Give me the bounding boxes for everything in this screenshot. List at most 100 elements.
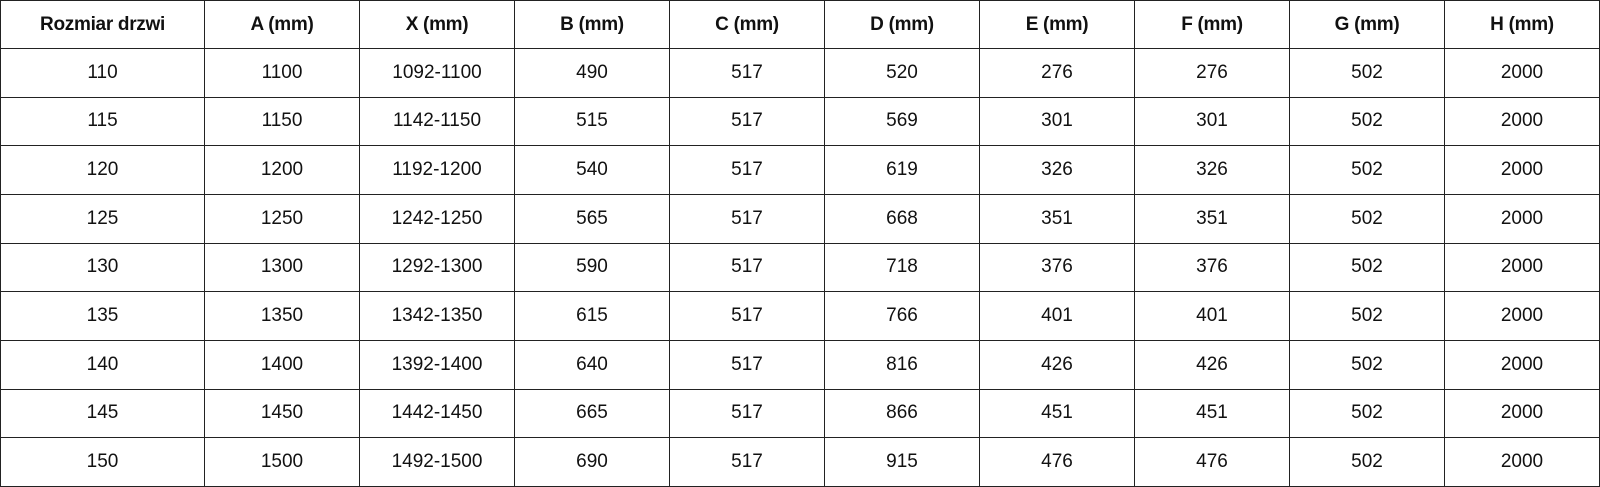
table-cell: 401 [979, 291, 1135, 341]
table-cell: 640 [514, 339, 670, 390]
table-cell: 2000 [1444, 437, 1600, 487]
table-cell: 476 [1134, 437, 1290, 487]
table-cell: 1500 [204, 437, 360, 487]
table-cell: 816 [824, 339, 980, 390]
table-cell: 1142-1150 [359, 96, 515, 147]
table-cell: 1150 [204, 96, 360, 147]
table-cell: 517 [669, 291, 825, 341]
table-cell: 1450 [204, 388, 360, 439]
table-cell: 2000 [1444, 193, 1600, 244]
column-header: G (mm) [1289, 0, 1445, 49]
table-cell: 565 [514, 193, 670, 244]
column-header: X (mm) [359, 0, 515, 49]
table-cell: 766 [824, 291, 980, 341]
table-cell: 866 [824, 388, 980, 439]
table-cell: 376 [1134, 242, 1290, 293]
table-row: 110 1100 1092-1100 490 517 520 276 276 502 2000 [0, 48, 1600, 98]
table-cell: 150 [0, 437, 205, 487]
table-row: 125 1250 1242-1250 565 517 668 351 351 502 2000 [0, 193, 1600, 244]
table-cell: 476 [979, 437, 1135, 487]
table-cell: 2000 [1444, 48, 1600, 98]
table-cell: 276 [1134, 48, 1290, 98]
table-cell: 451 [1134, 388, 1290, 439]
table-cell: 1250 [204, 193, 360, 244]
table-cell: 326 [1134, 145, 1290, 195]
table-cell: 1200 [204, 145, 360, 195]
table-cell: 1442-1450 [359, 388, 515, 439]
table-cell: 517 [669, 193, 825, 244]
column-header: Rozmiar drzwi [0, 0, 205, 49]
table-cell: 1192-1200 [359, 145, 515, 195]
table-cell: 120 [0, 145, 205, 195]
table-cell: 569 [824, 96, 980, 147]
table-cell: 1400 [204, 339, 360, 390]
table-cell: 619 [824, 145, 980, 195]
table-cell: 502 [1289, 242, 1445, 293]
column-header: H (mm) [1444, 0, 1600, 49]
table-cell: 1092-1100 [359, 48, 515, 98]
table-cell: 690 [514, 437, 670, 487]
table-cell: 351 [1134, 193, 1290, 244]
table-cell: 110 [0, 48, 205, 98]
table-cell: 1242-1250 [359, 193, 515, 244]
column-header: B (mm) [514, 0, 670, 49]
table-cell: 426 [979, 339, 1135, 390]
table-cell: 502 [1289, 339, 1445, 390]
table-cell: 668 [824, 193, 980, 244]
table-cell: 718 [824, 242, 980, 293]
header-row: Rozmiar drzwi A (mm) X (mm) B (mm) C (mm) D (… [0, 0, 1600, 49]
table-cell: 376 [979, 242, 1135, 293]
table-row: 145 1450 1442-1450 665 517 866 451 451 502 2000 [0, 388, 1600, 439]
table-cell: 515 [514, 96, 670, 147]
table-cell: 517 [669, 96, 825, 147]
table-cell: 301 [979, 96, 1135, 147]
column-header: E (mm) [979, 0, 1135, 49]
table-cell: 502 [1289, 437, 1445, 487]
table-cell: 2000 [1444, 388, 1600, 439]
table-cell: 140 [0, 339, 205, 390]
table-cell: 145 [0, 388, 205, 439]
table-cell: 301 [1134, 96, 1290, 147]
table-cell: 1342-1350 [359, 291, 515, 341]
table-cell: 502 [1289, 96, 1445, 147]
table-cell: 502 [1289, 291, 1445, 341]
table-cell: 502 [1289, 48, 1445, 98]
table-cell: 540 [514, 145, 670, 195]
table-cell: 115 [0, 96, 205, 147]
table-row: 120 1200 1192-1200 540 517 619 326 326 502 2000 [0, 145, 1600, 195]
table-row: 150 1500 1492-1500 690 517 915 476 476 502 2000 [0, 437, 1600, 487]
table-cell: 502 [1289, 193, 1445, 244]
table-cell: 502 [1289, 388, 1445, 439]
table-cell: 351 [979, 193, 1135, 244]
table-cell: 2000 [1444, 339, 1600, 390]
table-cell: 490 [514, 48, 670, 98]
table-cell: 502 [1289, 145, 1445, 195]
table-cell: 1292-1300 [359, 242, 515, 293]
table-cell: 517 [669, 242, 825, 293]
table-cell: 517 [669, 145, 825, 195]
table-cell: 615 [514, 291, 670, 341]
table-row: 115 1150 1142-1150 515 517 569 301 301 502 2000 [0, 96, 1600, 147]
table-cell: 276 [979, 48, 1135, 98]
table-cell: 1300 [204, 242, 360, 293]
table-cell: 590 [514, 242, 670, 293]
table-cell: 2000 [1444, 145, 1600, 195]
column-header: C (mm) [669, 0, 825, 49]
table-cell: 1100 [204, 48, 360, 98]
table-cell: 135 [0, 291, 205, 341]
table-cell: 401 [1134, 291, 1290, 341]
table-cell: 520 [824, 48, 980, 98]
column-header: A (mm) [204, 0, 360, 49]
table-row: 135 1350 1342-1350 615 517 766 401 401 502 2000 [0, 291, 1600, 341]
table-row: 130 1300 1292-1300 590 517 718 376 376 502 2000 [0, 242, 1600, 293]
table-cell: 451 [979, 388, 1135, 439]
table-cell: 2000 [1444, 96, 1600, 147]
column-header: F (mm) [1134, 0, 1290, 49]
table-cell: 1350 [204, 291, 360, 341]
table-cell: 2000 [1444, 291, 1600, 341]
table-cell: 517 [669, 48, 825, 98]
column-header: D (mm) [824, 0, 980, 49]
table-cell: 665 [514, 388, 670, 439]
table-cell: 517 [669, 388, 825, 439]
